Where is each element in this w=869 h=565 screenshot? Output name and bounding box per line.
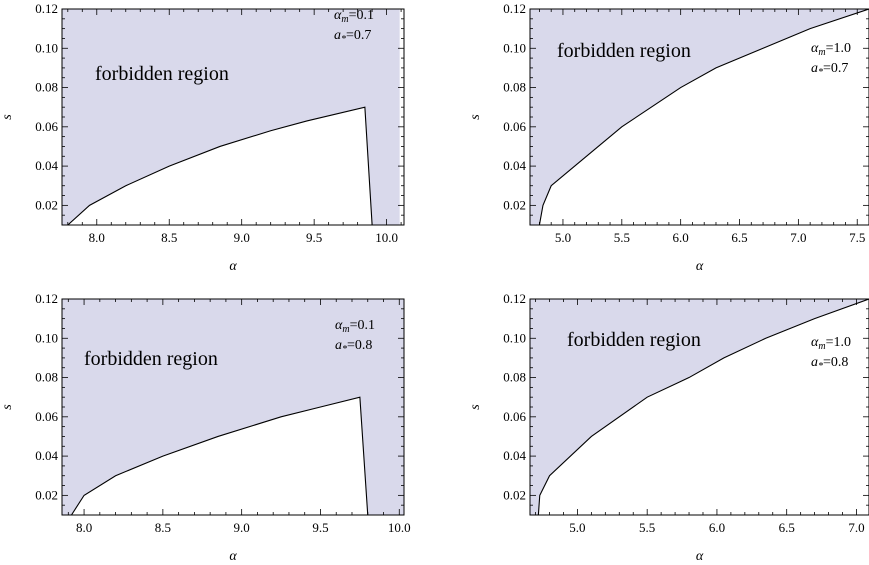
chart-1: 8.0 8.5 9.0 9.5 10.0 0.02 0.04 0.06 0.08 0.10 0.12… [0,1,405,274]
chart-3-y-tick-label: 0.08 [35,370,58,385]
chart-2-param-1: αm=1.0 [811,41,851,58]
chart-2-x-tick-label: 6.5 [731,230,747,245]
chart-3: 8.0 8.5 9.0 9.5 10.0 0.02 0.04 0.06 0.08 0.10 0.12… [0,291,411,564]
chart-3-allowed-region [71,397,368,515]
chart-3-x-axis-label: α [229,549,237,564]
chart-3-param-2: a*=0.8 [335,338,372,355]
chart-2-x-tick-label: 7.5 [849,230,865,245]
chart-1-y-tick-label: 0.12 [35,1,58,16]
chart-1-param-1: αm=0.1 [334,8,374,25]
chart-3-boundary-line [70,396,369,515]
chart-2-y-tick-label: 0.12 [503,1,526,16]
chart-1-y-tick-label: 0.04 [35,158,58,173]
chart-4-x-tick-label: 7.0 [848,520,864,535]
chart-1-x-axis-label: α [229,259,237,274]
chart-1-y-tick-label: 0.06 [35,119,58,134]
chart-1-y-tick-label: 0.08 [35,80,58,95]
chart-4-x-tick-label: 5.5 [639,520,655,535]
chart-1-allowed-region [67,107,373,225]
chart-4-x-axis-label: α [696,549,704,564]
chart-2-y-tick-label: 0.06 [503,119,526,134]
chart-1-boundary-line [67,106,373,225]
chart-3-x-tick-label: 9.0 [234,520,250,535]
chart-3-y-axis-label: s [0,404,15,410]
chart-4: 5.0 5.5 6.0 6.5 7.0 0.02 0.04 0.06 0.08 0.10 0.12 α… [468,291,869,564]
chart-3-x-tick-label: 8.5 [155,520,171,535]
chart-3-y-tick-label: 0.10 [35,330,58,345]
chart-2-y-tick-label: 0.02 [503,197,526,212]
chart-4-allowed-region [538,299,869,515]
chart-3-x-tick-label: 8.0 [76,520,92,535]
chart-1-region-label: forbidden region [95,63,229,85]
chart-1-x-tick-label: 9.5 [306,230,322,245]
chart-1-y-tick-label: 0.02 [35,197,58,212]
chart-4-y-tick-label: 0.04 [503,448,526,463]
chart-3-x-tick-label: 9.5 [312,520,328,535]
chart-2: 5.0 5.5 6.0 6.5 7.0 7.5 0.02 0.04 0.06 0.08 0.10 0.… [468,1,869,274]
chart-2-y-tick-label: 0.08 [503,80,526,95]
chart-3-y-tick-label: 0.02 [35,487,58,502]
chart-3-y-tick-label: 0.06 [35,409,58,424]
chart-4-y-axis-label: s [468,404,483,410]
chart-1-param-2: a*=0.7 [334,28,371,45]
chart-2-y-axis-label: s [468,114,483,120]
chart-4-boundary-line [537,299,869,515]
chart-3-region-label: forbidden region [84,348,218,370]
chart-4-param-2: a*=0.8 [811,355,848,372]
chart-1-x-tick-label: 8.0 [89,230,105,245]
chart-3-y-tick-label: 0.04 [35,448,58,463]
chart-4-x-tick-label: 6.0 [709,520,725,535]
chart-2-x-axis-label: α [696,259,704,274]
chart-2-param-2: a*=0.7 [811,61,848,78]
chart-2-x-tick-label: 6.0 [673,230,689,245]
chart-4-y-tick-label: 0.02 [503,487,526,502]
chart-1-x-tick-label: 8.5 [161,230,177,245]
chart-1-y-tick-label: 0.10 [35,40,58,55]
chart-1-x-tick-label: 9.0 [234,230,250,245]
chart-3-param-1: αm=0.1 [335,318,375,335]
chart-2-y-tick-label: 0.04 [503,158,526,173]
chart-2-boundary-line [538,9,869,225]
chart-2-x-tick-label: 5.0 [555,230,571,245]
chart-2-x-tick-label: 7.0 [790,230,806,245]
chart-2-x-tick-label: 5.5 [614,230,630,245]
chart-4-param-1: αm=1.0 [811,335,851,352]
chart-3-y-tick-label: 0.12 [35,291,58,306]
chart-2-y-tick-label: 0.10 [503,40,526,55]
chart-3-x-tick-label: 10.0 [388,520,411,535]
chart-1-x-tick-label: 10.0 [375,230,398,245]
chart-4-y-tick-label: 0.06 [503,409,526,424]
chart-4-region-label: forbidden region [567,329,701,351]
chart-2-allowed-region [539,9,869,225]
chart-4-x-tick-label: 5.0 [569,520,585,535]
chart-4-y-tick-label: 0.08 [503,370,526,385]
chart-4-y-tick-label: 0.12 [503,291,526,306]
chart-1-y-axis-label: s [0,114,15,120]
chart-4-y-tick-label: 0.10 [503,330,526,345]
chart-2-region-label: forbidden region [557,40,691,62]
chart-4-x-tick-label: 6.5 [779,520,795,535]
